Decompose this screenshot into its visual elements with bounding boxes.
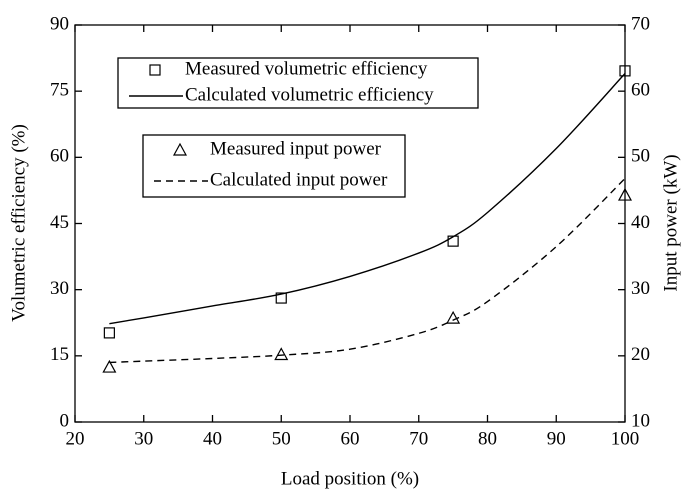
marker xyxy=(274,347,289,361)
legend-label: Calculated input power xyxy=(210,169,388,190)
series-line xyxy=(109,73,626,325)
y-tick-label: 15 xyxy=(50,344,69,365)
x-tick-label: 80 xyxy=(478,428,497,449)
y2-tick-label: 30 xyxy=(631,278,650,299)
legend-marker xyxy=(172,142,188,156)
y-tick-label: 45 xyxy=(50,212,69,233)
y2-tick-label: 10 xyxy=(631,410,650,431)
x-axis-label: Load position (%) xyxy=(281,468,419,489)
legend-box xyxy=(142,134,406,198)
y2-tick-label: 60 xyxy=(631,80,650,101)
x-tick-label: 100 xyxy=(611,428,640,449)
legend-marker xyxy=(149,64,161,76)
legend-label: Measured input power xyxy=(210,138,382,159)
marker xyxy=(617,187,633,201)
x-tick-label: 40 xyxy=(203,428,222,449)
y2-tick-label: 70 xyxy=(631,13,650,34)
y2-tick-label: 20 xyxy=(631,344,650,365)
x-tick-label: 70 xyxy=(409,428,428,449)
x-tick-label: 90 xyxy=(547,428,566,449)
marker xyxy=(103,327,115,339)
y2-axis-label: Input power (kW) xyxy=(660,154,681,291)
series-line xyxy=(109,178,626,364)
y-tick-label: 90 xyxy=(50,13,69,34)
x-tick-label: 60 xyxy=(341,428,360,449)
y-tick-label: 60 xyxy=(50,146,69,167)
y-tick-label: 0 xyxy=(60,410,70,431)
marker xyxy=(446,310,461,324)
marker xyxy=(275,292,287,304)
legend-label: Calculated volumetric efficiency xyxy=(185,84,434,105)
marker xyxy=(447,235,459,247)
y2-tick-label: 50 xyxy=(631,146,650,167)
y2-tick-label: 40 xyxy=(631,212,650,233)
legend-box xyxy=(117,57,479,109)
x-tick-label: 20 xyxy=(66,428,85,449)
x-tick-label: 50 xyxy=(272,428,291,449)
marker xyxy=(102,359,117,373)
y-tick-label: 30 xyxy=(50,278,69,299)
x-tick-label: 30 xyxy=(134,428,153,449)
y-tick-label: 75 xyxy=(50,80,69,101)
y-axis-label: Volumetric efficiency (%) xyxy=(8,124,29,322)
legend-label: Measured volumetric efficiency xyxy=(185,58,428,79)
marker xyxy=(619,65,631,77)
